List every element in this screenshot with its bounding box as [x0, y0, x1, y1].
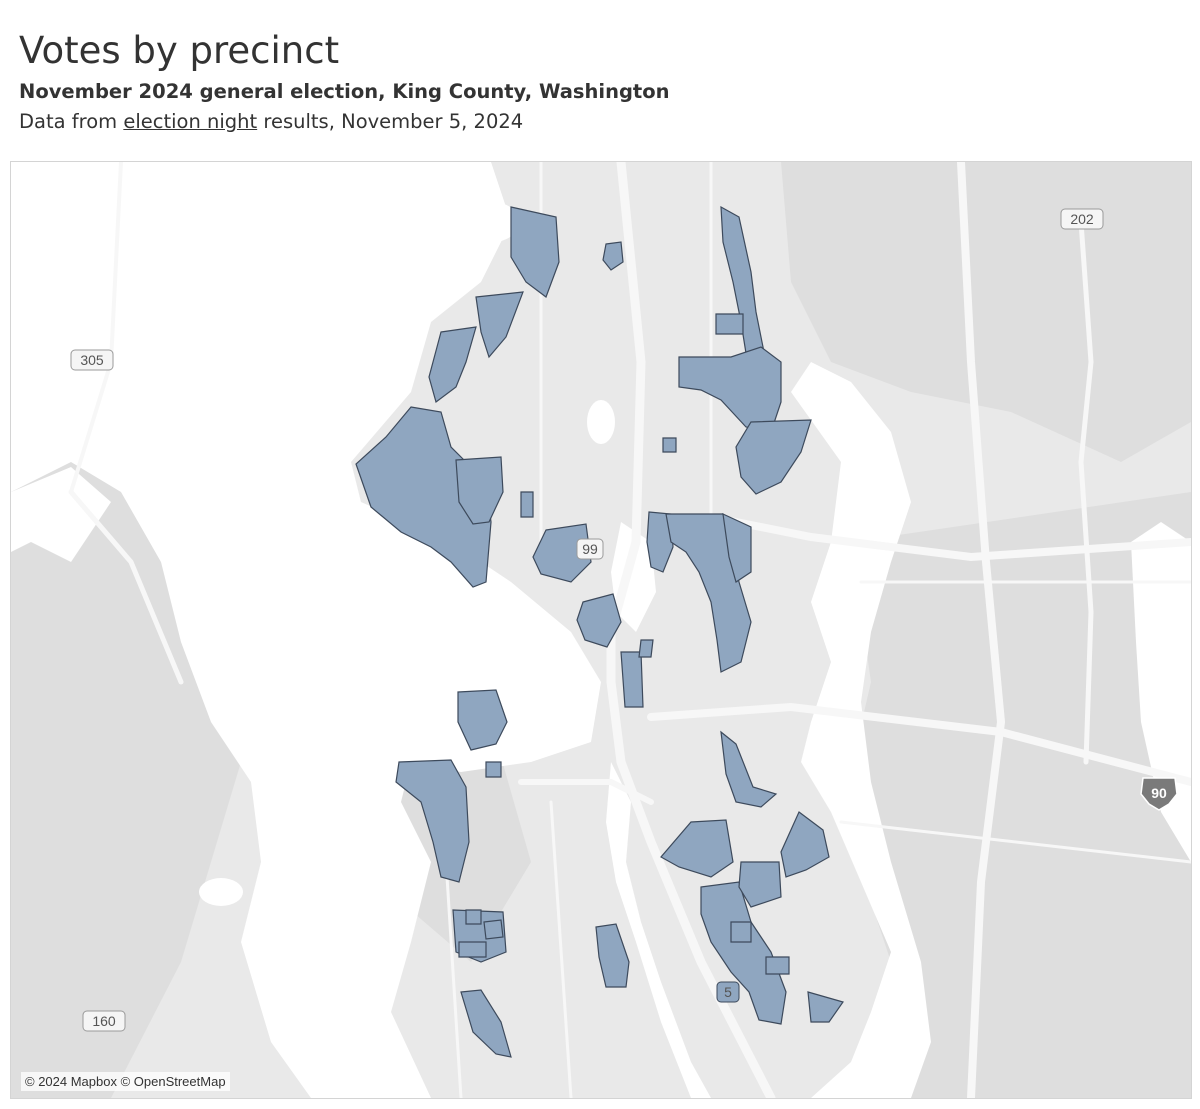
precinct-queenanne-1[interactable] [520, 491, 534, 518]
route-202-label: 202 [1070, 211, 1094, 227]
precinct-ballard[interactable] [355, 406, 492, 588]
precinct-columbiacity-2[interactable] [660, 819, 734, 878]
source-suffix: results, November 5, 2024 [257, 110, 524, 133]
route-5-shield: 5 [716, 981, 740, 1003]
precinct-ne-2[interactable] [715, 313, 744, 335]
precinct-madison[interactable] [722, 512, 752, 583]
route-5-label: 5 [724, 984, 732, 1000]
precinct-downtown-2[interactable] [620, 651, 644, 708]
precinct-rainier-4[interactable] [765, 956, 790, 975]
precinct-westseattle-2[interactable] [395, 759, 470, 883]
precinct-westseattle-1[interactable] [457, 689, 508, 751]
precinct-rainier-5[interactable] [730, 921, 752, 943]
route-160-label: 160 [92, 1013, 116, 1029]
precinct-small-2[interactable] [483, 919, 504, 940]
map-canvas[interactable]: 305 202 99 90 160 5 [11, 162, 1191, 1098]
precinct-north-2[interactable] [602, 241, 624, 271]
source-prefix: Data from [19, 110, 124, 133]
precinct-layer[interactable] [355, 205, 844, 1058]
precinct-fremont[interactable] [455, 456, 504, 525]
precinct-northwest-1[interactable] [475, 291, 524, 359]
precinct-north-1[interactable] [510, 206, 560, 298]
route-90-label: 90 [1151, 785, 1167, 801]
route-99-label: 99 [582, 541, 598, 557]
precinct-columbiacity-1[interactable] [720, 730, 778, 808]
precinct-downtown-1[interactable] [576, 593, 622, 648]
precinct-ne-3[interactable] [662, 437, 677, 453]
header: Votes by precinct November 2024 general … [19, 28, 1179, 136]
route-90-shield: 90 [1140, 777, 1178, 811]
precinct-small-1[interactable] [458, 941, 487, 958]
precinct-columbiacity-3[interactable] [780, 811, 830, 878]
precinct-westseattle-5[interactable] [460, 989, 512, 1058]
map-attribution[interactable]: © 2024 Mapbox © OpenStreetMap [21, 1072, 230, 1091]
precinct-rainier-2[interactable] [738, 861, 782, 908]
route-202-shield: 202 [1060, 208, 1104, 230]
route-99-shield: 99 [576, 538, 604, 560]
election-night-link[interactable]: election night [123, 110, 258, 133]
precinct-rainier-1[interactable] [700, 881, 787, 1025]
route-305-label: 305 [80, 352, 104, 368]
precinct-downtown-3[interactable] [638, 639, 654, 658]
route-shields: 305 202 99 90 160 5 [70, 208, 1178, 1032]
precinct-ne-1[interactable] [735, 419, 812, 495]
precinct-queenanne-2[interactable] [532, 523, 592, 583]
route-305-shield: 305 [70, 349, 114, 371]
precinct-rainier-3[interactable] [807, 991, 844, 1023]
precinct-northwest-2[interactable] [428, 326, 477, 404]
precinct-beaconhill[interactable] [595, 923, 630, 988]
data-source-line: Data from election night results, Novemb… [19, 108, 1179, 136]
precinct-map[interactable]: 305 202 99 90 160 5 © 2024 M [10, 161, 1192, 1099]
precinct-small-3[interactable] [465, 909, 482, 925]
page-subtitle: November 2024 general election, King Cou… [19, 80, 670, 103]
road-network [68, 162, 1191, 1098]
precinct-westseattle-3[interactable] [485, 761, 502, 778]
route-160-shield: 160 [82, 1010, 126, 1032]
page-title: Votes by precinct [19, 29, 340, 72]
